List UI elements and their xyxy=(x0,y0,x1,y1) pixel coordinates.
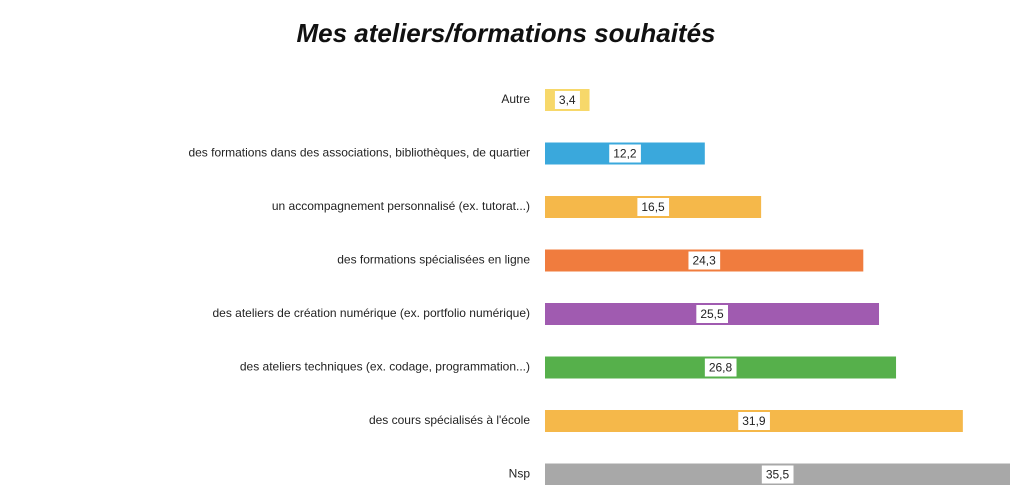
category-label: des formations spécialisées en ligne xyxy=(337,253,530,267)
chart-title: Mes ateliers/formations souhaités xyxy=(296,18,715,48)
category-label: Nsp xyxy=(509,467,531,481)
value-label-bg xyxy=(637,198,670,216)
category-label: des cours spécialisés à l'école xyxy=(369,413,530,427)
value-label-bg xyxy=(761,465,794,484)
value-label: 3,4 xyxy=(559,93,576,107)
category-label: des ateliers de création numérique (ex. … xyxy=(212,306,530,320)
value-label: 25,5 xyxy=(700,307,724,321)
value-label: 31,9 xyxy=(742,414,766,428)
value-label: 16,5 xyxy=(641,200,665,214)
value-label: 26,8 xyxy=(709,361,733,375)
value-label-bg xyxy=(738,412,770,430)
category-label: des ateliers techniques (ex. codage, pro… xyxy=(240,360,530,374)
value-label-bg xyxy=(696,305,729,323)
category-label: Autre xyxy=(501,92,530,106)
value-label: 12,2 xyxy=(613,147,637,161)
value-label: 24,3 xyxy=(692,254,716,268)
value-label-bg xyxy=(704,358,737,377)
category-label: un accompagnement personnalisé (ex. tuto… xyxy=(272,199,530,213)
value-label-bg xyxy=(554,91,580,109)
value-label-bg xyxy=(609,144,641,163)
value-label-bg xyxy=(688,251,721,270)
value-label: 35,5 xyxy=(766,468,790,482)
category-label: des formations dans des associations, bi… xyxy=(188,146,530,160)
